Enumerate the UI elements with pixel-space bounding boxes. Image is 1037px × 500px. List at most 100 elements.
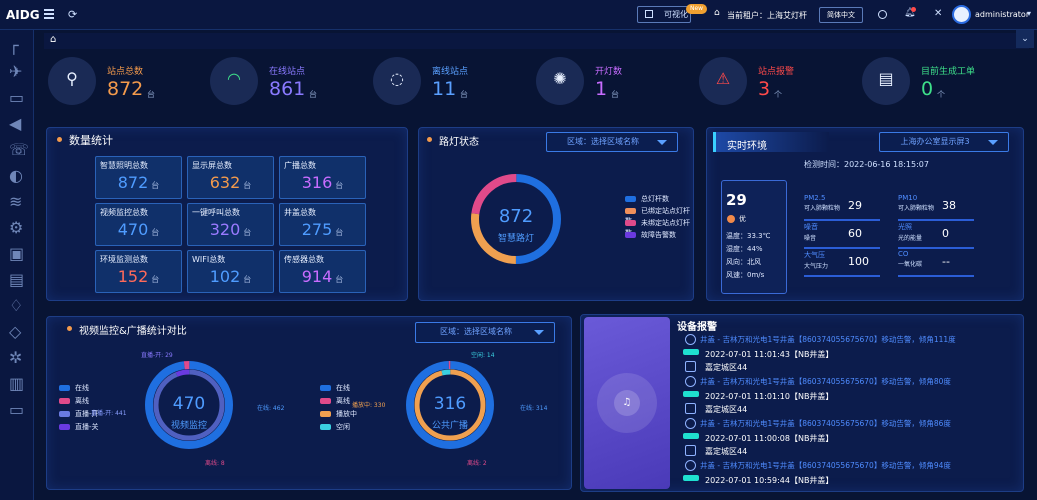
alarm-time: 2022-07-01 10:59:44【NB井盖】	[705, 476, 834, 485]
legend-swatch	[625, 232, 636, 238]
video-area-select[interactable]: 区域：选择区域名称	[415, 322, 555, 343]
legend-label: 在线	[75, 384, 89, 392]
sidebar-item-docs[interactable]: ▥	[9, 374, 25, 393]
sidebar-item-settings[interactable]: ⚙	[9, 218, 24, 237]
title-accent	[713, 132, 716, 152]
legend-swatch	[59, 385, 70, 391]
sidebar-item-report[interactable]: ▤	[9, 270, 25, 289]
stats-title: 数量统计	[69, 134, 113, 147]
sidebar-item-security[interactable]: ◇	[9, 322, 22, 341]
stat-unit: 台	[151, 275, 160, 284]
dropdown-icon	[534, 330, 544, 335]
broadcast-legend-item: 空闲	[320, 422, 350, 432]
stat-unit: 台	[335, 228, 344, 237]
stat-value-row: 470 台	[96, 220, 181, 239]
stat-label: 广播总数	[284, 161, 316, 170]
sidebar-item-dashboard[interactable]: ┌	[9, 36, 19, 55]
sidebar-item-lighting[interactable]: ✈	[9, 62, 23, 81]
alarm-time: 2022-07-01 11:00:08【NB井盖】	[705, 434, 834, 443]
env-screen-select[interactable]: 上海办公室显示屏3	[879, 132, 1009, 152]
stat-value: 914	[301, 267, 333, 286]
globe-icon[interactable]	[878, 10, 887, 19]
upgrade-button[interactable]: 可视化	[637, 6, 691, 23]
lamp-title: 路灯状态	[439, 137, 479, 148]
alarm-message[interactable]: 井盖 - 吉林万和光电1号井盖【860374055675670】移动告警，倾角8…	[700, 419, 951, 428]
dropdown-icon	[657, 140, 667, 145]
video-donut-inner-segment	[153, 369, 225, 441]
title-dot	[67, 326, 72, 331]
sidebar-item-call[interactable]: ☏	[9, 140, 30, 159]
sidebar-item-monitor[interactable]: ▭	[9, 400, 25, 419]
collapse-tabs-button[interactable]: ⌄	[1016, 30, 1034, 48]
title-dot	[57, 137, 62, 142]
alarm-device-icon	[685, 445, 696, 456]
sidebar-item-screen[interactable]: ▭	[9, 88, 25, 107]
sidebar-item-alert[interactable]: ♢	[9, 296, 24, 315]
lamp-area-select[interactable]: 区域：选择区域名称	[546, 132, 678, 152]
legend-swatch	[625, 196, 636, 202]
alarm-title: 设备报警	[677, 322, 717, 333]
alarm-clock-icon	[685, 376, 696, 387]
stat-label: 一键呼叫总数	[192, 208, 240, 217]
env-detail: 湿度：44%	[726, 245, 763, 253]
alarm-tag	[683, 391, 699, 397]
fullscreen-icon[interactable]: ✕	[934, 8, 943, 19]
env-item-sub: 一氧化碳	[898, 261, 923, 268]
legend-label: 离线	[75, 397, 89, 405]
broadcast-callout-right: 在线: 314	[520, 405, 548, 412]
env-item-label: CO	[898, 250, 909, 258]
env-item-label: PM10	[898, 194, 918, 202]
home-tab-icon[interactable]: ⌂	[50, 34, 57, 45]
alarm-clock-icon	[685, 418, 696, 429]
env-item-underline	[898, 247, 974, 249]
aqi-value: 29	[726, 191, 747, 209]
video-callout-top: 直播-开: 29	[141, 352, 173, 359]
legend-swatch	[320, 385, 331, 391]
alarm-ring	[597, 373, 657, 433]
stat-cell: 广播总数 316 台	[279, 156, 366, 199]
alarm-message[interactable]: 井盖 - 吉林万和光电1号井盖【860374055675670】移动告警，倾角9…	[700, 461, 951, 470]
avatar[interactable]	[952, 5, 971, 24]
detect-time: 检测时间：2022-06-16 18:15:07	[804, 160, 929, 169]
sidebar-item-system[interactable]: ✲	[9, 348, 23, 367]
video-center-value: 470	[172, 394, 206, 414]
alarm-clock-icon	[685, 460, 696, 471]
alarm-icon: ⚠	[715, 69, 731, 88]
chevron-down-icon[interactable]: ▾	[1027, 9, 1032, 18]
kpi-label: 开灯数	[595, 67, 623, 77]
alarm-message[interactable]: 井盖 - 吉林万和光电1号井盖【860374055675670】移动告警，倾角8…	[700, 377, 951, 386]
broadcast-callout-left: 播放中: 330	[352, 402, 386, 409]
network-icon: ⚲	[66, 69, 78, 88]
sidebar-item-trash[interactable]: ▣	[9, 244, 25, 263]
stat-cell: 显示屏总数 632 台	[187, 156, 274, 199]
env-item-value: 60	[848, 227, 862, 240]
sidebar-item-wifi[interactable]: ≋	[9, 192, 23, 211]
legend-label: 直播-关	[75, 423, 99, 431]
stat-unit: 台	[151, 181, 160, 190]
broadcast-center-value: 316	[433, 394, 467, 414]
alarm-clock-icon	[685, 334, 696, 345]
legend-swatch	[59, 424, 70, 430]
wifi-icon: ◠	[227, 69, 241, 88]
refresh-icon[interactable]: ⟳	[68, 8, 78, 21]
alarm-area: 嘉定城区44	[705, 405, 748, 414]
menu-icon[interactable]	[44, 9, 54, 19]
alarm-message[interactable]: 井盖 - 吉林万和光电1号井盖【860374055675670】移动告警，倾角1…	[700, 335, 956, 344]
breadcrumb: ⌂ ⌄	[44, 30, 1034, 49]
user-name[interactable]: administrator	[975, 10, 1030, 19]
sidebar-item-sensor[interactable]: ◐	[9, 166, 23, 185]
alarm-time: 2022-07-01 11:01:10【NB井盖】	[705, 392, 834, 401]
kpi-label: 在线站点	[269, 67, 306, 77]
env-item: CO 一氧化碳 --	[898, 250, 974, 277]
dropdown-icon	[988, 140, 998, 145]
broadcast-legend-item: 播放中	[320, 409, 357, 419]
language-select[interactable]: 简体中文	[819, 7, 863, 23]
legend-label: 离线	[336, 397, 350, 405]
bell-icon[interactable]: 🔔︎	[904, 8, 916, 18]
lamp-legend-item: 故障告警数	[625, 230, 676, 240]
video-callout-right: 在线: 462	[257, 405, 285, 412]
sidebar-item-broadcast[interactable]: ◀	[9, 114, 22, 133]
stat-label: WIFI总数	[192, 255, 226, 264]
legend-swatch	[320, 398, 331, 404]
kpi-value: 872	[107, 78, 144, 100]
